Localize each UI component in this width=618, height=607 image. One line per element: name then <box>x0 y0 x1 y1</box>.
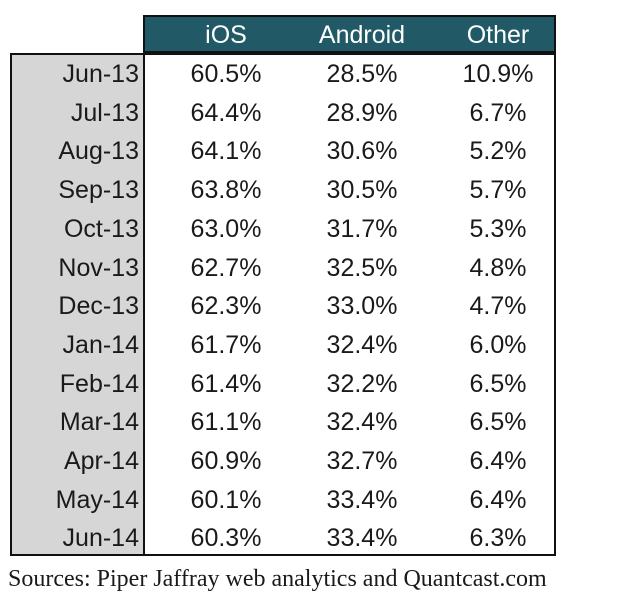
row-label: Oct-13 <box>63 214 139 243</box>
source-note: Sources: Piper Jaffray web analytics and… <box>8 566 547 592</box>
table-cell: 61.1% <box>190 408 262 437</box>
column-header-android: Android <box>318 21 406 49</box>
column-header-other: Other <box>466 21 530 49</box>
table-cell: 6.3% <box>469 524 527 553</box>
table-cell: 30.6% <box>326 137 398 166</box>
table-cell: 5.7% <box>469 176 527 205</box>
table-cell: 62.3% <box>190 292 262 321</box>
table-cell: 28.9% <box>326 98 398 127</box>
table-cell: 5.2% <box>469 137 527 166</box>
table-cell: 33.0% <box>326 292 398 321</box>
row-label: Jun-13 <box>62 60 139 88</box>
row-label: Jan-14 <box>62 330 139 359</box>
row-label: May-14 <box>55 485 139 514</box>
table-cell: 32.4% <box>326 408 398 437</box>
table-cell: 6.4% <box>469 447 527 475</box>
row-label: Mar-14 <box>59 408 139 437</box>
table-cell: 4.7% <box>469 292 527 321</box>
table-cell: 6.4% <box>469 485 527 514</box>
table-header: iOS Android Other <box>143 15 556 53</box>
table-cell: 33.4% <box>326 485 398 514</box>
table-cell: 32.4% <box>326 330 398 359</box>
market-share-table: iOS Android Other Jun-13 Jul-13 Aug-13 Sep-13… <box>10 15 556 556</box>
table-cell: 4.8% <box>469 253 527 282</box>
table-cell: 6.5% <box>469 408 527 437</box>
row-label: Dec-13 <box>58 292 139 321</box>
row-label: Jul-13 <box>70 98 139 127</box>
table-cell: 32.7% <box>326 447 398 475</box>
table-cell: 32.2% <box>326 369 398 398</box>
column-header-ios: iOS <box>205 21 247 49</box>
table-cell: 64.1% <box>190 137 262 166</box>
table-cell: 60.5% <box>190 60 262 88</box>
table-cell: 60.3% <box>190 524 262 553</box>
table-cell: 31.7% <box>326 214 398 243</box>
table-cell: 32.5% <box>326 253 398 282</box>
row-label: Aug-13 <box>58 137 139 166</box>
table-cell: 61.7% <box>190 330 262 359</box>
table-body: 60.5% 28.5% 10.9% 64.4% 28.9% 6.7% 64.1% 30.6% 5… <box>143 53 556 556</box>
table-cell: 6.7% <box>469 98 527 127</box>
table-cell: 63.0% <box>190 214 262 243</box>
table-cell: 64.4% <box>190 98 262 127</box>
table-cell: 30.5% <box>326 176 398 205</box>
table-cell: 61.4% <box>190 369 262 398</box>
table-cell: 63.8% <box>190 176 262 205</box>
table-cell: 33.4% <box>326 524 398 553</box>
table-cell: 5.3% <box>469 214 527 243</box>
row-label: Nov-13 <box>58 253 139 282</box>
row-label-column: Jun-13 Jul-13 Aug-13 Sep-13 Oct-13 Nov-13 Dec-… <box>10 53 143 556</box>
table-cell: 6.0% <box>469 330 527 359</box>
table-cell: 62.7% <box>190 253 262 282</box>
table-cell: 60.9% <box>190 447 262 475</box>
table-cell: 10.9% <box>462 60 534 88</box>
row-label: Apr-14 <box>63 447 139 475</box>
table-cell: 28.5% <box>326 60 398 88</box>
row-label: Jun-14 <box>62 524 139 553</box>
table-cell: 60.1% <box>190 485 262 514</box>
row-label: Sep-13 <box>58 176 139 205</box>
table-cell: 6.5% <box>469 369 527 398</box>
row-label: Feb-14 <box>59 369 139 398</box>
